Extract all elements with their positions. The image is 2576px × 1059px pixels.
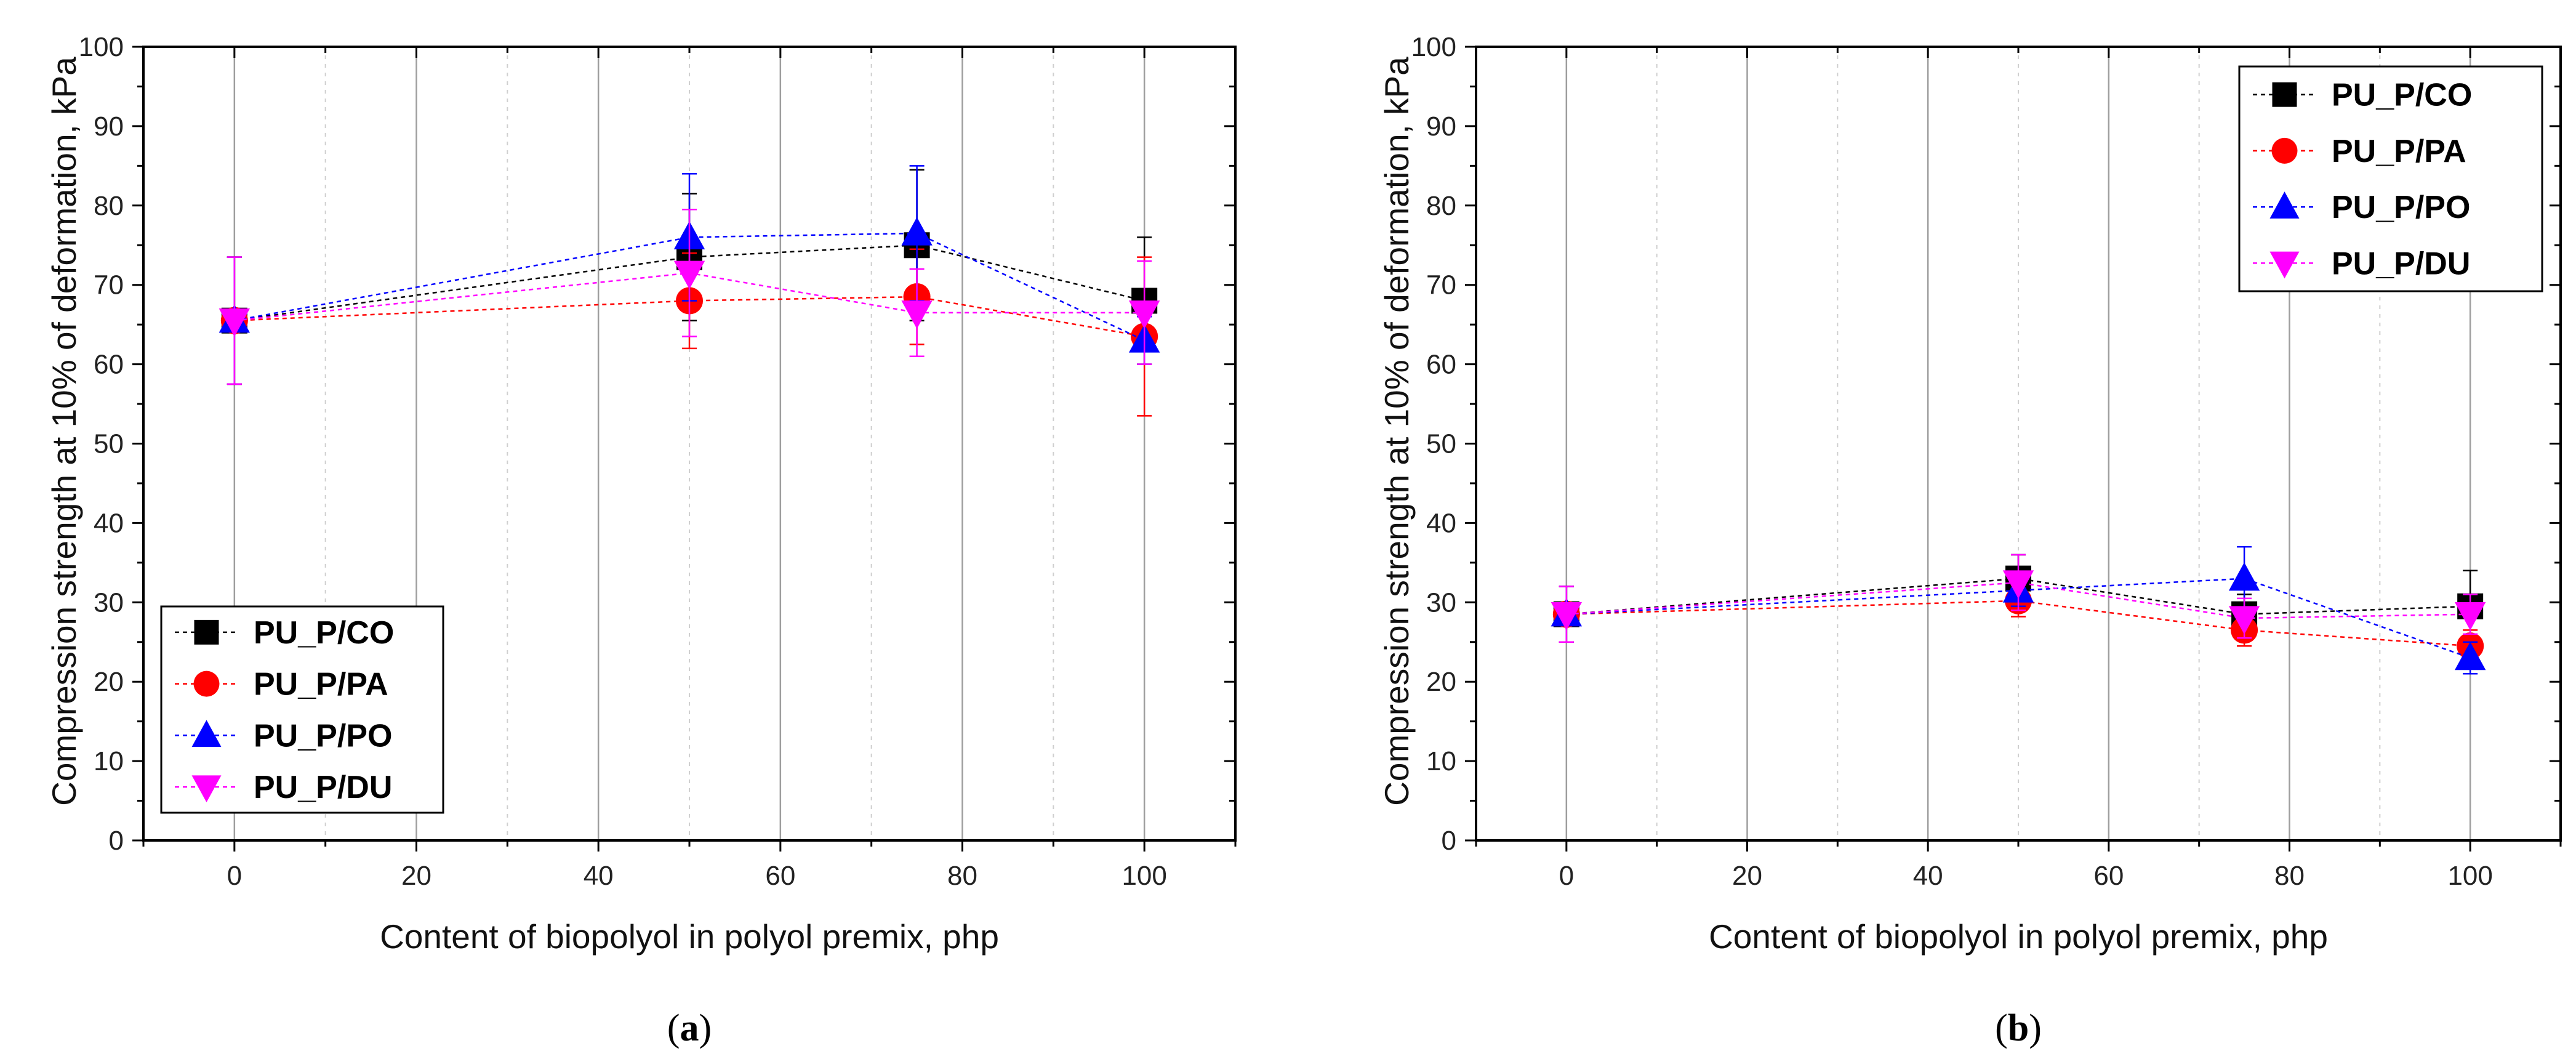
y-axis-title: Compression strength at 10% of deformati… [45,57,83,806]
x-tick-label: 40 [584,861,614,891]
data-point [901,217,933,246]
y-tick-label: 50 [94,429,124,459]
legend: PU_P/CO PU_P/PA PU_P/PO PU_P/DU [2238,65,2543,292]
data-point [673,260,705,289]
data-point [2228,562,2260,591]
data-point [219,308,251,337]
x-tick-label: 20 [1732,861,1762,891]
series-PU_P/DU [219,208,1160,385]
data-point [1128,300,1160,329]
legend-label: PU_P/CO [254,615,394,651]
chart-panel-b: 0 10 20 30 40 50 60 70 80 90 100 0 20 40 60 80 100 Conten… [1378,32,2562,1049]
panel-label: (b) [1995,1007,2042,1049]
y-tick-label: 60 [1426,350,1456,380]
x-tick-label: 100 [2447,861,2492,891]
x-tick-label: 80 [2274,861,2305,891]
y-tick-label: 20 [94,667,124,697]
legend-label: PU_P/PA [254,667,388,703]
y-tick-label: 80 [1426,191,1456,221]
y-tick-label: 10 [1426,746,1456,776]
y-tick-label: 0 [109,826,124,856]
legend-label: PU_P/DU [254,770,392,805]
series-PU_P/DU [1551,554,2486,643]
data-point [1551,602,1583,630]
x-tick-label: 100 [1121,861,1166,891]
y-tick-label: 50 [1426,429,1456,459]
data-point [2454,602,2486,630]
legend-marker [2269,251,2300,279]
y-tick-label: 90 [1426,111,1456,142]
y-tick-label: 10 [94,746,124,776]
series-line [1566,600,2471,647]
panel-label: (a) [667,1007,712,1049]
x-axis-title: Content of biopolyol in polyol premix, p… [1709,917,2328,956]
y-tick-label: 100 [79,32,124,62]
legend-marker [2269,191,2300,219]
legend-marker [191,720,222,747]
series-line [234,244,1145,321]
legend-label: PU_P/PO [2332,190,2470,225]
series-line [234,296,1145,337]
legend-label: PU_P/PA [2332,134,2466,169]
data-point [2228,606,2260,635]
series-line [234,272,1145,321]
x-axis-title: Content of biopolyol in polyol premix, p… [380,917,999,956]
legend-marker [2271,137,2298,164]
x-tick-label: 0 [1559,861,1574,891]
panel-letter: b [2008,1007,2029,1049]
y-tick-label: 30 [1426,587,1456,618]
y-tick-label: 80 [94,191,124,221]
legend-label: PU_P/CO [2332,78,2472,113]
legend-marker [191,775,222,803]
panel-letter: a [680,1007,699,1049]
y-tick-label: 0 [1442,826,1456,856]
series-line [1566,578,2471,659]
x-tick-label: 0 [227,861,242,891]
legend-marker [193,670,220,697]
x-tick-label: 80 [947,861,977,891]
x-tick-label: 60 [765,861,795,891]
series-line [1566,578,2471,615]
legend-label: PU_P/DU [2332,246,2470,281]
legend-marker [2272,82,2297,107]
legend-marker [194,619,219,645]
series-line [1566,581,2471,619]
series-line [234,232,1145,342]
y-tick-label: 20 [1426,667,1456,697]
x-tick-label: 20 [401,861,431,891]
data-point [2454,642,2486,670]
y-axis-title: Compression strength at 10% of deformati… [1378,57,1416,806]
y-tick-label: 100 [1411,32,1456,62]
y-tick-label: 90 [94,111,124,142]
x-tick-label: 60 [2093,861,2124,891]
y-tick-label: 40 [1426,508,1456,538]
data-point [2002,570,2034,599]
y-tick-label: 40 [94,508,124,538]
x-tick-label: 40 [1913,861,1943,891]
data-point [901,300,933,329]
chart-panel-a: 0 10 20 30 40 50 60 70 80 90 100 0 20 40 60 80 100 Conten… [45,32,1237,1049]
y-tick-label: 30 [94,587,124,618]
y-tick-label: 70 [94,270,124,300]
legend: PU_P/CO PU_P/PA PU_P/PO PU_P/DU [160,605,444,814]
y-tick-label: 70 [1426,270,1456,300]
y-tick-label: 60 [94,350,124,380]
legend-label: PU_P/PO [254,718,392,754]
